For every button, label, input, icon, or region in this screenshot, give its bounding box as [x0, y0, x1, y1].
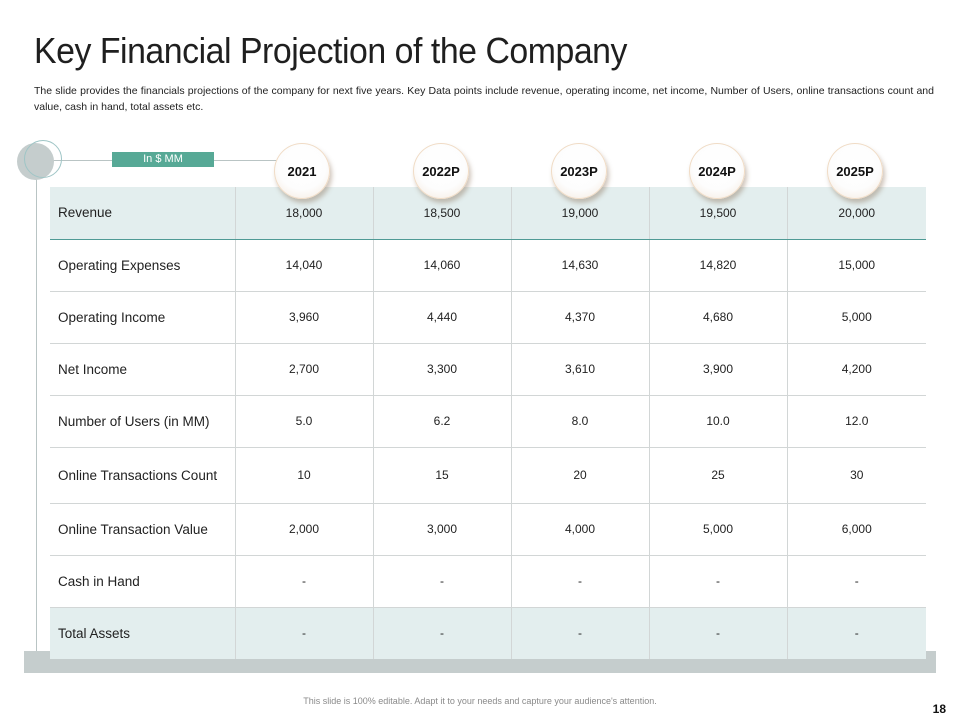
year-badge-2025p: 2025P [827, 143, 883, 199]
table-cell: - [648, 607, 787, 659]
year-badge-2024p: 2024P [689, 143, 745, 199]
table-cell: 20 [510, 447, 649, 504]
row-label: Operating Income [50, 291, 235, 344]
table-cell: 6,000 [786, 503, 926, 556]
decorative-ring [24, 140, 62, 178]
table-row: Operating Expenses 14,040 14,060 14,630 14,8… [50, 239, 926, 292]
row-label: Cash in Hand [50, 555, 235, 608]
year-badge-2023p: 2023P [551, 143, 607, 199]
table-row: Operating Income 3,960 4,440 4,370 4,680 5,00… [50, 291, 926, 344]
table-cell: 14,040 [234, 239, 373, 292]
table-row: Total Assets - - - - - [50, 607, 926, 659]
table-row: Online Transactions Count 10 15 20 25 30 [50, 447, 926, 504]
table-cell: - [234, 555, 373, 608]
table-cell: 5,000 [786, 291, 926, 344]
table-row: Number of Users (in MM) 5.0 6.2 8.0 10.0 12.0 [50, 395, 926, 448]
table-cell: 10.0 [648, 395, 787, 448]
table-cell: 15,000 [786, 239, 926, 292]
table-cell: 5,000 [648, 503, 787, 556]
table-cell: 3,000 [372, 503, 511, 556]
table-cell: 6.2 [372, 395, 511, 448]
table-cell: 8.0 [510, 395, 649, 448]
decorative-vertical-line [36, 175, 37, 653]
table-cell: 4,440 [372, 291, 511, 344]
table-cell: 2,700 [234, 343, 373, 396]
table-cell: - [372, 607, 511, 659]
row-label: Total Assets [50, 607, 235, 659]
row-label: Revenue [50, 187, 235, 240]
table-cell: 15 [372, 447, 511, 504]
table-cell: 4,000 [510, 503, 649, 556]
table-cell: 25 [648, 447, 787, 504]
table-cell: 14,820 [648, 239, 787, 292]
table-cell: 14,060 [372, 239, 511, 292]
table-cell: 3,610 [510, 343, 649, 396]
table-cell: 12.0 [786, 395, 926, 448]
table-row: Revenue 18,000 18,500 19,000 19,500 20,000 [50, 187, 926, 240]
table-cell: 4,680 [648, 291, 787, 344]
table-cell: 2,000 [234, 503, 373, 556]
table-cell: - [786, 607, 926, 659]
table-cell: - [234, 607, 373, 659]
table-cell: - [510, 555, 649, 608]
table-cell: 10 [234, 447, 373, 504]
row-label: Net Income [50, 343, 235, 396]
table-row: Online Transaction Value 2,000 3,000 4,000 5… [50, 503, 926, 556]
table-cell: 3,900 [648, 343, 787, 396]
table-cell: - [648, 555, 787, 608]
table-cell: 5.0 [234, 395, 373, 448]
table-cell: - [372, 555, 511, 608]
financial-projection-table: Revenue 18,000 18,500 19,000 19,500 20,000 Ope… [50, 187, 926, 659]
unit-label: In $ MM [112, 152, 214, 167]
page-number: 18 [932, 702, 946, 716]
slide-title: Key Financial Projection of the Company [34, 30, 627, 71]
table-cell: 4,200 [786, 343, 926, 396]
table-cell: 14,630 [510, 239, 649, 292]
table-cell: - [786, 555, 926, 608]
row-label: Online Transactions Count [50, 447, 235, 504]
footer-note: This slide is 100% editable. Adapt it to… [303, 696, 657, 706]
row-label: Number of Users (in MM) [50, 395, 235, 448]
table-cell: 3,960 [234, 291, 373, 344]
row-label: Operating Expenses [50, 239, 235, 292]
table-row: Cash in Hand - - - - - [50, 555, 926, 608]
row-label: Online Transaction Value [50, 503, 235, 556]
year-badge-2021: 2021 [274, 143, 330, 199]
table-row: Net Income 2,700 3,300 3,610 3,900 4,200 [50, 343, 926, 396]
table-cell: - [510, 607, 649, 659]
table-cell: 4,370 [510, 291, 649, 344]
table-cell: 3,300 [372, 343, 511, 396]
table-cell: 30 [786, 447, 926, 504]
year-badge-2022p: 2022P [413, 143, 469, 199]
slide-subtitle: The slide provides the financials projec… [34, 85, 934, 113]
